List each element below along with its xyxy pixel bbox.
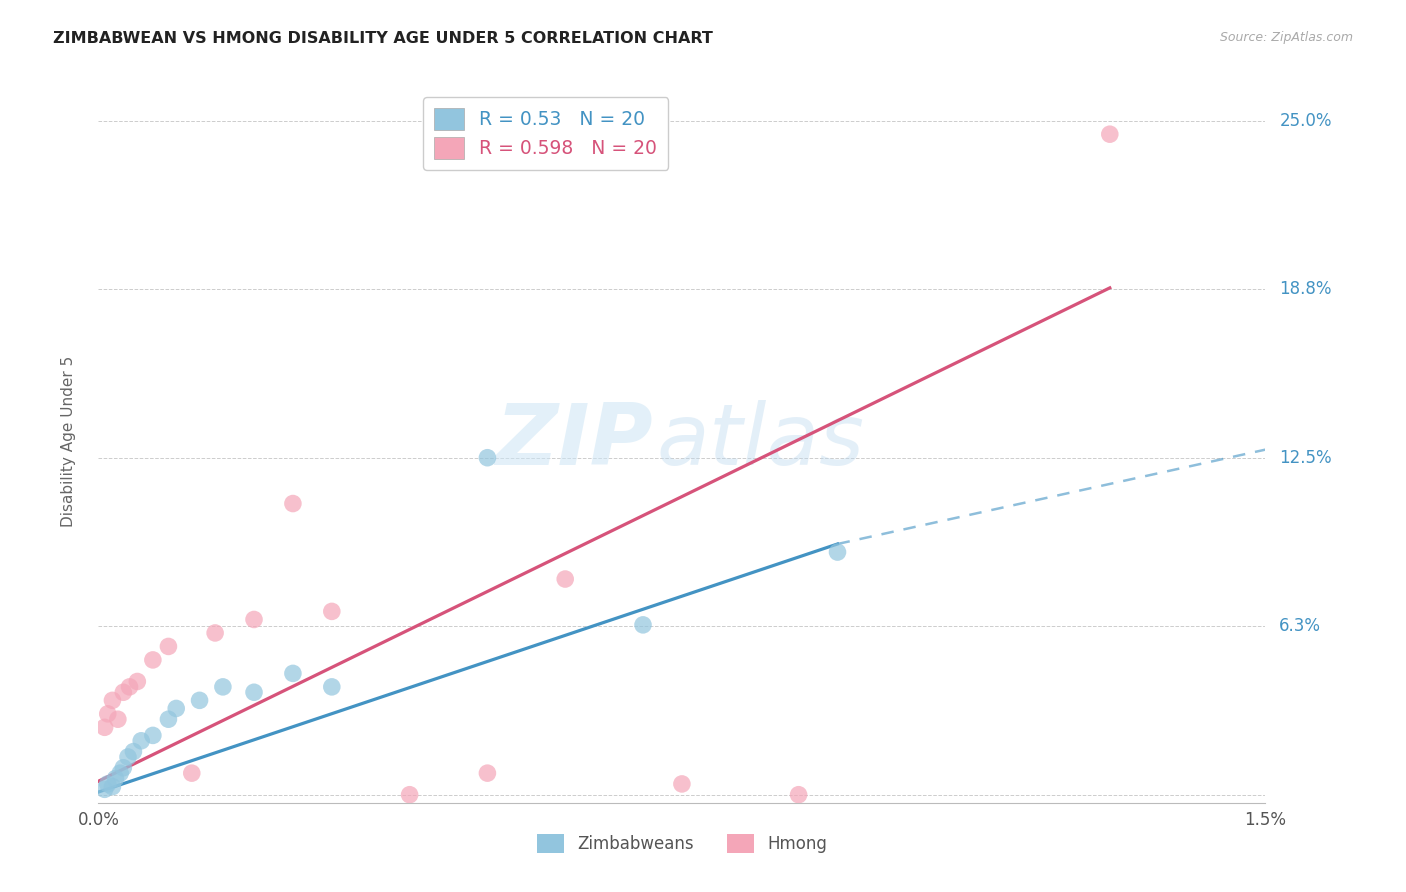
Point (97, 706, 120, 721)
Point (129, 733, 152, 747)
Text: 25.0%: 25.0% (1279, 112, 1331, 129)
Point (127, 674, 149, 689)
Point (101, 780, 124, 794)
Point (101, 693, 124, 707)
Point (104, 772, 127, 786)
Point (107, 712, 129, 726)
Legend: Zimbabweans, Hmong: Zimbabweans, Hmong (530, 827, 834, 860)
Point (112, 685, 135, 699)
Text: Source: ZipAtlas.com: Source: ZipAtlas.com (1219, 31, 1353, 45)
Point (204, 626, 226, 640)
Point (93, 782, 115, 797)
Point (112, 761, 135, 775)
Text: 12.5%: 12.5% (1279, 449, 1331, 467)
Point (281, 666, 304, 681)
Point (142, 653, 165, 667)
Point (398, 788, 420, 802)
Text: 18.8%: 18.8% (1279, 280, 1331, 298)
Point (243, 685, 266, 699)
Point (787, 788, 810, 802)
Point (281, 497, 304, 511)
Text: 6.3%: 6.3% (1279, 617, 1322, 635)
Point (671, 777, 693, 791)
Point (321, 680, 343, 694)
Point (108, 766, 131, 780)
Point (243, 612, 266, 626)
Point (631, 618, 654, 632)
Point (180, 766, 202, 780)
Point (118, 680, 141, 694)
Point (321, 604, 343, 618)
Point (122, 745, 145, 759)
Point (117, 750, 139, 764)
Point (1098, 127, 1121, 141)
Point (212, 680, 235, 694)
Point (165, 701, 187, 715)
Point (93, 720, 115, 734)
Point (157, 712, 180, 726)
Text: ZIP: ZIP (495, 400, 652, 483)
Y-axis label: Disability Age Under 5: Disability Age Under 5 (62, 356, 76, 527)
Point (554, 572, 576, 586)
Text: atlas: atlas (657, 400, 865, 483)
Point (477, 450, 499, 465)
Text: ZIMBABWEAN VS HMONG DISABILITY AGE UNDER 5 CORRELATION CHART: ZIMBABWEAN VS HMONG DISABILITY AGE UNDER… (53, 31, 713, 46)
Point (97, 777, 120, 791)
Point (188, 693, 211, 707)
Point (142, 728, 165, 742)
Point (477, 766, 499, 780)
Point (827, 545, 849, 559)
Point (157, 640, 180, 654)
